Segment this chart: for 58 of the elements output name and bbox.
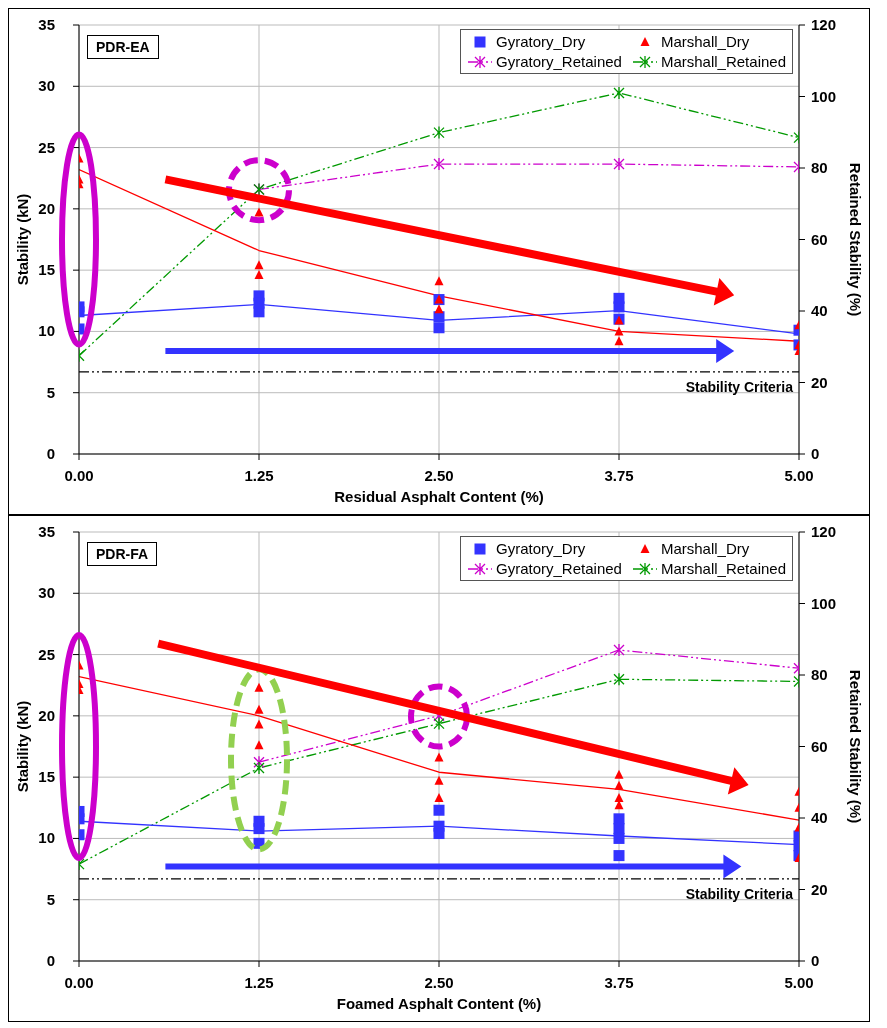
legend-label: Gyratory_Dry: [496, 540, 586, 557]
y2-tick-label: 80: [811, 159, 828, 176]
y2-tick-label: 100: [811, 87, 837, 105]
y-tick-label: 5: [46, 383, 55, 401]
y-tick-label: 25: [38, 645, 55, 663]
y2-axis-title: Retained Stability (%): [846, 162, 864, 317]
y2-tick-label: 120: [811, 16, 837, 33]
y-tick-label: 5: [46, 890, 55, 908]
legend-label: Gyratory_Retained: [496, 53, 622, 70]
y-tick-label: 30: [38, 77, 55, 95]
x-tick-label: 3.75: [604, 466, 634, 484]
y-axis-title: Stability (kN): [14, 193, 32, 286]
y2-tick-label: 60: [811, 230, 828, 248]
y-tick-label: 0: [46, 445, 55, 462]
y-tick-label: 20: [38, 706, 55, 724]
y-tick-label: 35: [38, 523, 55, 540]
y-tick-label: 15: [38, 261, 55, 279]
x-axis-title: Foamed Asphalt Content (%): [336, 995, 542, 1012]
legend-label: Marshall_Dry: [660, 540, 750, 557]
x-tick-label: 0.00: [64, 973, 94, 991]
legend-label: Gyratory_Dry: [496, 33, 586, 50]
y-tick-label: 0: [46, 952, 55, 969]
y-axis-title: Stability (kN): [14, 700, 32, 793]
x-axis-title: Residual Asphalt Content (%): [334, 488, 544, 505]
y2-tick-label: 20: [811, 373, 828, 391]
x-tick-label: 1.25: [244, 973, 274, 991]
y2-tick-label: 40: [811, 809, 828, 826]
x-tick-label: 3.75: [604, 973, 634, 991]
legend-label: Marshall_Retained: [660, 53, 786, 70]
x-tick-label: 2.50: [424, 466, 454, 484]
y2-tick-label: 100: [811, 594, 837, 612]
x-tick-label: 5.00: [784, 466, 814, 484]
ref-line-label: Stability Criteria: [685, 378, 794, 395]
ref-line-label: Stability Criteria: [685, 885, 794, 902]
y-tick-label: 10: [38, 829, 55, 847]
y2-tick-label: 80: [811, 666, 828, 683]
x-tick-label: 0.00: [64, 466, 94, 484]
text: PDR-FA: [87, 542, 158, 566]
y2-tick-label: 0: [811, 445, 820, 462]
y-tick-label: 10: [38, 322, 55, 340]
legend-label: Marshall_Retained: [660, 560, 786, 577]
y2-axis-title: Retained Stability (%): [846, 669, 864, 824]
y2-tick-label: 120: [811, 523, 837, 540]
x-tick-label: 5.00: [784, 973, 814, 991]
y-tick-label: 20: [38, 199, 55, 217]
y-tick-label: 30: [38, 584, 55, 602]
y-tick-label: 35: [38, 16, 55, 33]
x-tick-label: 1.25: [244, 466, 274, 484]
y2-tick-label: 60: [811, 737, 828, 755]
y2-tick-label: 20: [811, 880, 828, 898]
x-tick-label: 2.50: [424, 973, 454, 991]
legend-label: Gyratory_Retained: [496, 560, 622, 577]
y2-tick-label: 0: [811, 952, 820, 969]
y-tick-label: 25: [38, 138, 55, 156]
y-tick-label: 15: [38, 768, 55, 786]
y2-tick-label: 40: [811, 302, 828, 319]
text: PDR-EA: [87, 35, 159, 59]
legend-label: Marshall_Dry: [660, 33, 750, 50]
